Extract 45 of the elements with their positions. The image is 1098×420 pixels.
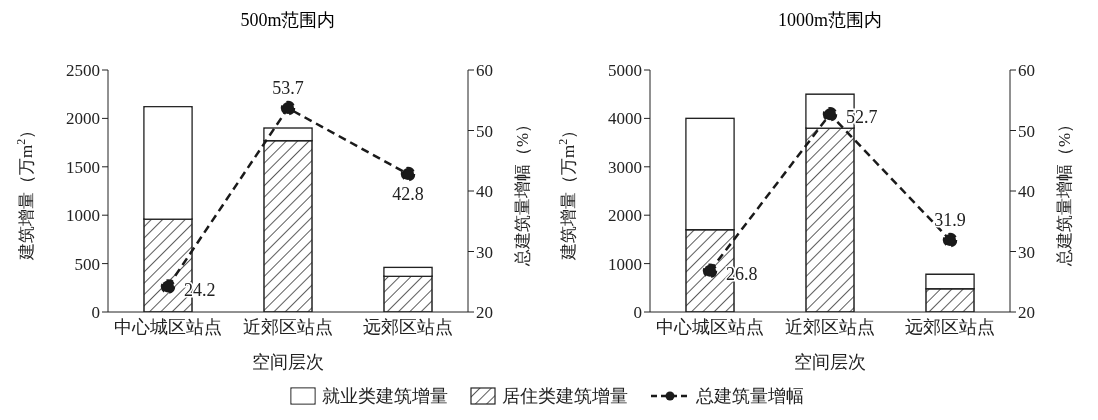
y2-tick-label: 40 [1018,182,1035,202]
x-tick-label: 中心城区站点 [114,316,222,337]
x-tick-label: 远郊区站点 [905,316,995,337]
y-tick-label: 1000 [608,254,642,274]
x-tick-label: 中心城区站点 [656,316,764,337]
point [400,166,416,182]
x-axis-title: 空间层次 [252,352,324,372]
x-tick-label: 远郊区站点 [363,316,453,337]
y2-tick-label: 30 [1018,242,1035,262]
y2-tick-label: 60 [1018,61,1035,81]
y-tick-label: 2000 [608,206,642,226]
y2-tick-label: 60 [476,61,493,81]
legend-label: 居住类建筑增量 [502,386,628,406]
y-tick-label: 3000 [608,157,642,177]
y-tick-label: 2500 [66,61,100,81]
data-label: 42.8 [392,184,424,205]
chart-title: 1000m范围内 [777,9,883,32]
y-tick-label: 4000 [608,109,642,129]
legend-label: 总建筑量增幅 [696,386,804,406]
x-tick-label: 近郊区站点 [243,316,333,337]
point [702,263,718,279]
y-tick-label: 0 [633,303,642,323]
y2-tick-label: 20 [1018,303,1035,323]
data-label: 53.7 [272,78,304,99]
y-tick-label: 500 [74,254,100,274]
point [280,100,296,116]
point [160,279,176,294]
y2-axis-title: 总建筑量增幅（%） [1055,115,1074,268]
y2-tick-label: 20 [476,303,493,323]
y2-tick-label: 50 [1018,121,1035,141]
point [942,232,958,248]
x-tick-label: 近郊区站点 [785,316,875,337]
legend-label: 就业类建筑增量 [322,386,448,406]
y2-tick-label: 50 [476,121,493,141]
chart-title: 500m范围内 [239,9,337,32]
y-tick-label: 2000 [66,109,100,129]
y2-axis-title: 总建筑量增幅（%） [513,115,532,268]
y-tick-label: 0 [91,303,100,323]
y2-tick-label: 40 [476,182,493,202]
y-tick-label: 5000 [608,61,642,81]
x-axis-title: 空间层次 [794,352,866,372]
y-tick-label: 1000 [66,206,100,226]
data-label: 31.9 [934,210,966,231]
y-tick-label: 1500 [66,157,100,177]
y2-tick-label: 30 [476,242,493,262]
